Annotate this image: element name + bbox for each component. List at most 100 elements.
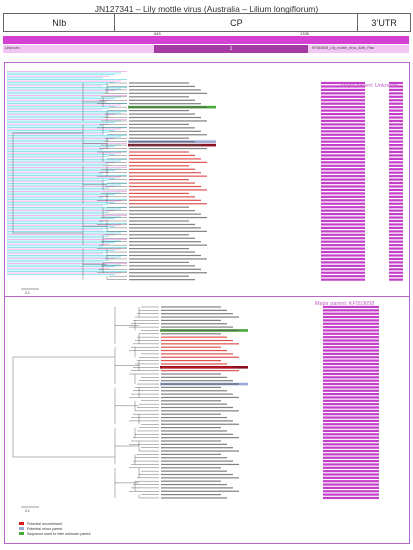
taxon-label bbox=[129, 203, 207, 205]
taxon-label bbox=[129, 279, 195, 281]
alignment-strip bbox=[7, 155, 109, 157]
sequence-bar bbox=[389, 157, 403, 160]
sequence-bar bbox=[389, 164, 403, 167]
taxon-label bbox=[129, 213, 201, 215]
sequence-bar bbox=[321, 195, 365, 198]
sequence-bar bbox=[323, 496, 379, 500]
legend-item: Potential recombinant bbox=[19, 521, 91, 526]
sequence-bar bbox=[323, 443, 379, 446]
alignment-strip bbox=[7, 130, 115, 132]
sequence-bar bbox=[323, 352, 379, 355]
sequence-bar bbox=[323, 372, 379, 376]
alignment-strip bbox=[7, 229, 103, 231]
alignment-strip bbox=[7, 165, 103, 167]
sequence-bar bbox=[323, 362, 379, 366]
taxon-label bbox=[129, 92, 207, 94]
taxon-label bbox=[161, 450, 239, 452]
alignment-strip bbox=[7, 154, 115, 156]
taxon-label bbox=[129, 258, 207, 260]
sequence-bar bbox=[321, 126, 365, 129]
taxon-label bbox=[129, 199, 201, 201]
alignment-strip bbox=[7, 194, 115, 196]
sequence-bar bbox=[389, 230, 403, 233]
alignment-strip bbox=[7, 192, 121, 194]
alignment-strip bbox=[7, 151, 127, 152]
taxon-label bbox=[129, 185, 201, 188]
alignment-strip bbox=[7, 99, 109, 101]
sequence-bar bbox=[321, 147, 365, 150]
sequence-bar bbox=[321, 157, 365, 160]
taxon-label bbox=[161, 460, 233, 462]
alignment-strip bbox=[7, 135, 127, 136]
alignment-strip bbox=[7, 267, 109, 269]
sequence-bar bbox=[323, 436, 379, 439]
taxon-label bbox=[129, 206, 189, 208]
sequence-bar bbox=[389, 154, 403, 157]
taxon-label bbox=[161, 437, 239, 439]
sequence-bar bbox=[389, 150, 403, 154]
sequence-bar bbox=[323, 376, 379, 379]
recombinant-region: 1 bbox=[154, 45, 308, 53]
sequence-bar bbox=[389, 195, 403, 198]
taxon-label bbox=[161, 420, 233, 422]
phylogenetic-tree-2 bbox=[12, 305, 379, 508]
sequence-bar bbox=[389, 130, 403, 133]
sequence-bar bbox=[321, 171, 365, 174]
alignment-strip bbox=[7, 258, 115, 260]
sequence-bar bbox=[321, 192, 365, 195]
sequence-bar bbox=[389, 233, 403, 236]
alignment-strip bbox=[7, 237, 103, 239]
alignment-strip bbox=[7, 106, 115, 108]
sequence-bar bbox=[323, 399, 379, 402]
alignment-strip bbox=[7, 109, 103, 111]
taxon-label bbox=[161, 410, 239, 412]
sequence-bar bbox=[323, 419, 379, 422]
sequence-bar bbox=[323, 483, 379, 486]
alignment-strip bbox=[7, 248, 121, 250]
alignment-strip bbox=[7, 216, 121, 218]
sequence-bar bbox=[321, 123, 365, 126]
alignment-strip bbox=[7, 139, 109, 141]
taxon-label bbox=[161, 380, 233, 382]
taxon-label bbox=[129, 182, 195, 184]
sequence-bar bbox=[389, 161, 403, 164]
taxon-label bbox=[129, 261, 189, 263]
sequence-bar bbox=[321, 233, 365, 236]
taxon-label bbox=[129, 82, 189, 84]
alignment-strip bbox=[7, 128, 121, 130]
taxon-label bbox=[129, 275, 189, 277]
sequence-bar bbox=[323, 449, 379, 453]
sequence-bar bbox=[321, 116, 365, 119]
alignment-strip bbox=[7, 127, 127, 128]
alignment-strip bbox=[7, 141, 103, 143]
sequence-bar bbox=[323, 346, 379, 349]
sequence-bar bbox=[321, 240, 365, 243]
sequence-bar bbox=[323, 423, 379, 426]
taxon-label bbox=[129, 154, 195, 157]
sequence-bar bbox=[389, 106, 403, 109]
taxon-label bbox=[161, 440, 221, 442]
sequence-bar bbox=[389, 254, 403, 257]
alignment-strip bbox=[7, 173, 103, 175]
sequence-bar bbox=[389, 140, 403, 143]
taxon-label bbox=[129, 151, 189, 153]
scale-bar-label: 0.1 bbox=[25, 291, 30, 295]
alignment-strip bbox=[7, 211, 109, 213]
taxon-label bbox=[129, 147, 207, 150]
alignment-strip bbox=[7, 205, 103, 207]
taxon-label bbox=[161, 396, 239, 399]
alignment-strip bbox=[7, 95, 127, 96]
sequence-bar bbox=[323, 319, 379, 322]
taxon-label bbox=[129, 237, 195, 239]
alignment-strip bbox=[7, 159, 127, 160]
alignment-strip bbox=[7, 263, 127, 264]
alignment-strip bbox=[7, 243, 109, 245]
sequence-bar bbox=[321, 244, 365, 247]
sequence-bar bbox=[389, 123, 403, 126]
sequence-bar bbox=[389, 237, 403, 240]
coordinate-end: 1336 bbox=[300, 31, 309, 36]
sequence-bar bbox=[389, 144, 403, 147]
alignment-strip bbox=[7, 271, 127, 272]
sequence-bar bbox=[389, 264, 403, 267]
sequence-bar bbox=[321, 168, 365, 171]
